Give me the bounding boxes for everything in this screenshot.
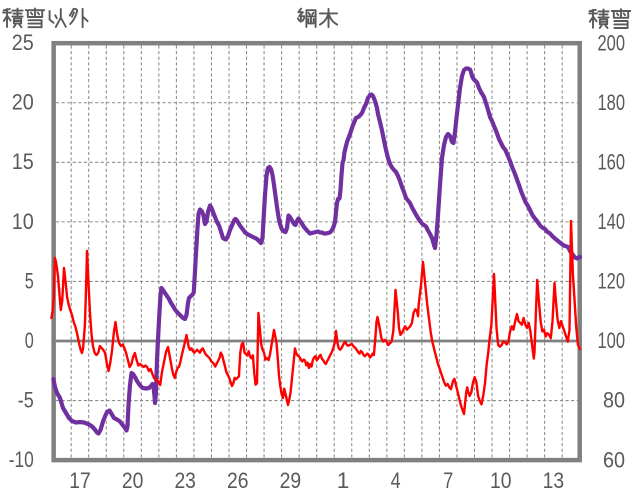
svg-text:140: 140 [598, 209, 626, 234]
svg-text:1: 1 [337, 468, 350, 493]
svg-text:100: 100 [598, 328, 626, 353]
svg-text:25: 25 [12, 30, 34, 55]
svg-text:15: 15 [12, 149, 34, 174]
svg-text:60: 60 [603, 447, 625, 472]
svg-text:0: 0 [25, 328, 34, 353]
svg-text:29: 29 [280, 468, 302, 493]
svg-text:160: 160 [598, 150, 626, 175]
svg-text:120: 120 [598, 269, 626, 294]
svg-text:20: 20 [12, 90, 34, 115]
svg-text:13: 13 [543, 468, 565, 493]
svg-text:200: 200 [598, 30, 626, 55]
svg-text:80: 80 [603, 388, 625, 413]
svg-text:10: 10 [490, 468, 512, 493]
svg-text:20: 20 [122, 468, 144, 493]
svg-text:10: 10 [12, 209, 34, 234]
svg-text:5: 5 [25, 268, 34, 293]
svg-text:7: 7 [443, 468, 453, 493]
svg-text:26: 26 [227, 468, 249, 493]
svg-text:4: 4 [391, 468, 401, 493]
svg-text:-10: -10 [9, 447, 34, 472]
svg-text:23: 23 [174, 468, 196, 493]
svg-text:17: 17 [69, 468, 91, 493]
svg-text:180: 180 [598, 90, 626, 115]
svg-text:-5: -5 [18, 387, 34, 412]
